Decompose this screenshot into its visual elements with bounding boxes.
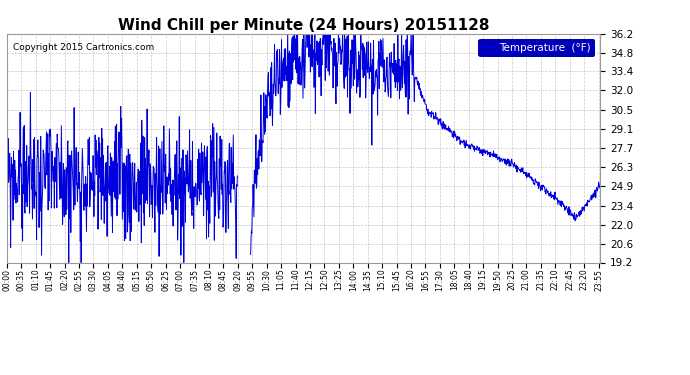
Text: Copyright 2015 Cartronics.com: Copyright 2015 Cartronics.com [13,43,154,52]
Title: Wind Chill per Minute (24 Hours) 20151128: Wind Chill per Minute (24 Hours) 2015112… [118,18,489,33]
Legend: Temperature  (°F): Temperature (°F) [478,39,595,57]
